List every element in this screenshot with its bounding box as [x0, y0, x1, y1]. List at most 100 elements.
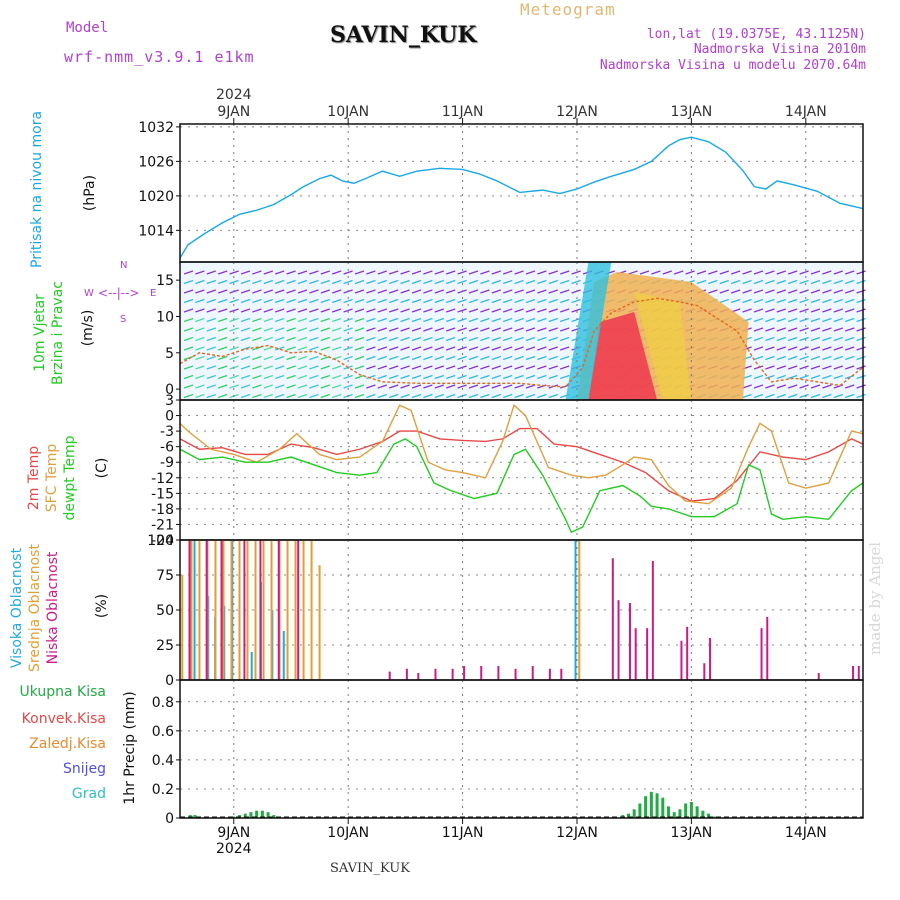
- cloud-side-label-2: Srednja Oblacnost: [27, 544, 43, 672]
- wind-arrow: [810, 393, 821, 399]
- wind-arrow: [195, 393, 205, 399]
- wind-arrow: [491, 289, 501, 294]
- wind-arrow: [685, 308, 695, 313]
- bar-srednja-oblacnost: [246, 540, 249, 680]
- wind-arrow: [480, 355, 490, 361]
- wind-arrow: [639, 317, 650, 323]
- wind-arrow: [297, 298, 308, 304]
- bar-niska-oblacnost: [220, 540, 223, 680]
- wind-arrow: [731, 279, 741, 285]
- wind-arrow: [560, 374, 570, 380]
- wind-arrow: [183, 308, 194, 313]
- wind-arrow: [286, 374, 296, 380]
- wind-arrow: [457, 384, 467, 389]
- bar-ukupna-kisa: [701, 810, 705, 818]
- wind-arrow: [503, 346, 513, 351]
- wind-arrow: [446, 355, 456, 361]
- wind-arrow: [605, 289, 615, 294]
- wind-arrow: [628, 327, 638, 332]
- wind-arrow: [457, 289, 467, 294]
- wind-arrow: [206, 346, 216, 351]
- wind-arrow: [719, 355, 729, 361]
- wind-arrow: [343, 346, 353, 351]
- wind-arrow: [195, 289, 205, 294]
- wind-arrow: [571, 365, 581, 370]
- wind-arrow: [389, 336, 399, 342]
- wind-arrow: [218, 289, 228, 294]
- wind-arrow: [503, 298, 513, 304]
- wind-arrow: [195, 298, 205, 304]
- wind-arrow: [731, 298, 741, 304]
- wind-arrow: [594, 308, 604, 313]
- bar-ukupna-kisa: [638, 803, 642, 818]
- wind-side-label-2: Brzina i Pravac: [50, 281, 66, 385]
- wind-arrow: [856, 279, 866, 285]
- wind-arrow: [845, 336, 855, 342]
- wind-arrow: [320, 289, 330, 294]
- wind-arrow: [753, 355, 764, 361]
- wind-arrow: [696, 317, 707, 323]
- wind-arrow: [320, 336, 330, 342]
- bar-ukupna-kisa: [707, 813, 711, 818]
- wind-arrow: [252, 365, 262, 370]
- wind-arrow: [286, 270, 296, 275]
- wind-arrow: [252, 374, 262, 380]
- wind-arrow: [377, 270, 387, 275]
- wind-arrow: [674, 355, 684, 361]
- wind-arrow: [788, 270, 798, 275]
- bar-niska-oblacnost: [686, 626, 689, 680]
- wind-arrow: [560, 289, 570, 294]
- wind-arrow: [674, 308, 684, 313]
- wind-arrow: [468, 289, 479, 294]
- wind-arrow: [822, 346, 832, 351]
- bar-niska-oblacnost: [259, 540, 262, 680]
- wind-arrow: [240, 374, 251, 380]
- wind-arrow: [742, 298, 752, 304]
- wind-arrow: [639, 298, 650, 304]
- wind-arrow: [218, 270, 228, 275]
- bar-srednja-oblacnost: [214, 540, 217, 680]
- wind-arrow: [286, 346, 296, 351]
- bar-niska-oblacnost: [852, 666, 855, 680]
- wind-arrow: [582, 270, 593, 275]
- wind-arrow: [343, 270, 353, 275]
- bottom-year-label: 2024: [216, 841, 252, 857]
- wind-arrow: [719, 384, 729, 389]
- wind-arrow: [252, 298, 262, 304]
- wind-arrow: [742, 336, 752, 342]
- wind-arrow: [468, 393, 479, 399]
- wind-arrow: [468, 346, 479, 351]
- wind-arrow: [594, 289, 604, 294]
- cloud-side-label-3: Niska Oblacnost: [45, 551, 61, 665]
- y-tick-label: -9: [160, 455, 174, 471]
- wind-arrow: [480, 289, 490, 294]
- wind-arrow: [594, 327, 604, 332]
- wind-arrow: [674, 298, 684, 304]
- wind-arrow: [537, 336, 547, 342]
- wind-arrow: [548, 374, 558, 380]
- wind-arrow: [833, 355, 843, 361]
- bar-srednja-oblacnost: [286, 540, 289, 680]
- wind-arrow: [685, 270, 695, 275]
- wind-speed-line: [179, 297, 864, 388]
- temp-side-label-3: dewpt Temp: [62, 435, 78, 521]
- wind-arrow: [845, 384, 855, 389]
- wind-arrow: [457, 270, 467, 275]
- wind-arrow: [275, 355, 285, 361]
- bar-ukupna-kisa: [684, 803, 688, 818]
- wind-arrow: [377, 346, 387, 351]
- wind-arrow: [377, 374, 387, 380]
- wind-arrow: [366, 393, 376, 399]
- wind-arrow: [731, 384, 741, 389]
- wind-arrow: [731, 355, 741, 361]
- bar-niska-oblacnost: [651, 561, 654, 680]
- bar-srednja-oblacnost: [198, 540, 201, 680]
- bar-niska-oblacnost: [434, 668, 437, 680]
- wind-arrow: [810, 317, 821, 323]
- wind-arrow: [822, 317, 832, 323]
- bar-niska-oblacnost: [634, 628, 637, 680]
- wind-arrow: [297, 355, 308, 361]
- wind-arrow: [514, 298, 524, 304]
- top-day-label: 10JAN: [327, 104, 369, 120]
- wind-arrow: [708, 355, 718, 361]
